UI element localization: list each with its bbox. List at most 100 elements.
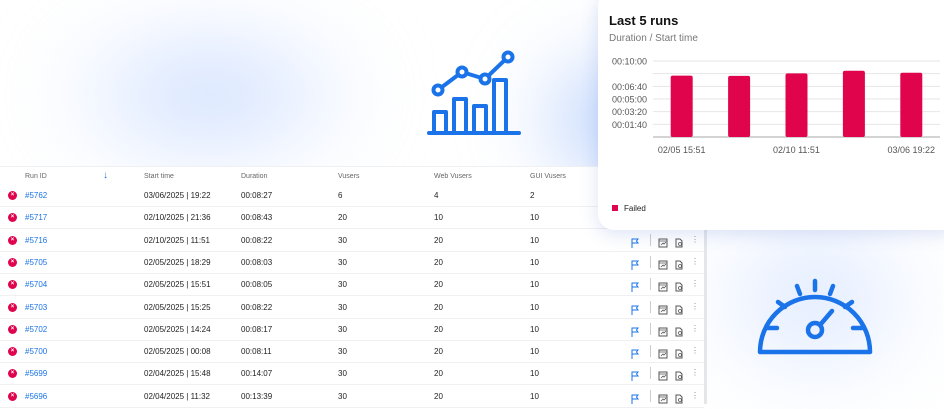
- duration: 00:14:07: [241, 369, 273, 379]
- bar: [670, 75, 693, 137]
- failed-status-icon: ×: [8, 369, 17, 379]
- flag-icon[interactable]: [630, 235, 640, 253]
- gui-vusers: 10: [530, 391, 539, 401]
- vusers: 6: [338, 191, 343, 200]
- flag-icon[interactable]: [630, 391, 640, 409]
- run-id-link[interactable]: #5700: [25, 347, 48, 357]
- gui-vusers: 10: [530, 257, 539, 267]
- vusers: 30: [338, 235, 347, 245]
- more-options-icon[interactable]: ⋮: [691, 234, 699, 244]
- duration: 00:13:39: [241, 391, 273, 401]
- run-id-link[interactable]: #5699: [25, 369, 48, 379]
- document-icon[interactable]: [674, 324, 684, 342]
- start-time: 02/04/2025 | 11:32: [144, 391, 210, 401]
- run-id-link[interactable]: #5703: [25, 302, 48, 312]
- flag-icon[interactable]: [630, 302, 640, 320]
- flag-icon[interactable]: [630, 368, 640, 386]
- failed-status-icon: ×: [8, 302, 17, 312]
- document-icon[interactable]: [674, 391, 684, 409]
- legend-label: Failed: [624, 204, 646, 213]
- run-id-link[interactable]: #5716: [25, 235, 48, 245]
- gui-vusers: 10: [530, 369, 539, 379]
- more-options-icon[interactable]: ⋮: [691, 368, 699, 378]
- flag-icon[interactable]: [630, 257, 640, 275]
- divider: [650, 367, 651, 380]
- web-vusers: 20: [434, 302, 443, 312]
- more-options-icon[interactable]: ⋮: [691, 279, 699, 289]
- start-time: 02/04/2025 | 15:48: [144, 369, 211, 379]
- divider: [650, 300, 651, 313]
- failed-status-icon: ×: [8, 347, 17, 357]
- report-icon[interactable]: [658, 279, 668, 297]
- legend-failed[interactable]: Failed: [612, 204, 646, 213]
- failed-status-icon: ×: [8, 324, 17, 334]
- vusers: 30: [338, 324, 347, 334]
- gui-vusers: 10: [530, 235, 539, 245]
- report-icon[interactable]: [658, 235, 668, 253]
- x-tick-label: 02/10 11:51: [773, 145, 820, 155]
- header-web-vusers[interactable]: Web Vusers: [434, 173, 472, 180]
- flag-icon[interactable]: [630, 346, 640, 364]
- divider: [650, 278, 651, 291]
- document-icon[interactable]: [674, 235, 684, 253]
- table-row[interactable]: × #5704 02/05/2025 | 15:51 00:08:05 30 2…: [0, 274, 704, 297]
- header-duration[interactable]: Duration: [241, 173, 268, 180]
- background-glow: [40, 10, 380, 180]
- run-id-link[interactable]: #5702: [25, 324, 48, 334]
- flag-icon[interactable]: [630, 324, 640, 342]
- header-gui-vusers[interactable]: GUI Vusers: [530, 173, 566, 180]
- duration: 00:08:03: [241, 257, 273, 267]
- scrollbar[interactable]: [704, 166, 707, 404]
- more-options-icon[interactable]: ⋮: [691, 390, 699, 400]
- document-icon[interactable]: [674, 302, 684, 320]
- table-row[interactable]: × #5696 02/04/2025 | 11:32 00:13:39 30 2…: [0, 386, 704, 408]
- sort-arrow-down-icon[interactable]: ↓: [103, 170, 108, 181]
- run-id-link[interactable]: #5717: [25, 213, 48, 223]
- table-row[interactable]: × #5716 02/10/2025 | 11:51 00:08:22 30 2…: [0, 230, 704, 252]
- report-icon[interactable]: [658, 324, 668, 342]
- run-id-link[interactable]: #5705: [25, 257, 48, 267]
- more-options-icon[interactable]: ⋮: [691, 256, 699, 266]
- report-icon[interactable]: [658, 302, 668, 320]
- vusers: 30: [338, 369, 347, 379]
- y-tick-label: 00:03:20: [612, 107, 647, 117]
- bar: [728, 75, 751, 137]
- web-vusers: 20: [434, 391, 443, 401]
- start-time: 02/10/2025 | 11:51: [144, 235, 210, 245]
- run-id-link[interactable]: #5704: [25, 280, 48, 290]
- document-icon[interactable]: [674, 279, 684, 297]
- report-icon[interactable]: [658, 368, 668, 386]
- runs-table: Run ID ↓ Start time Duration Vusers Web …: [0, 166, 706, 408]
- report-icon[interactable]: [658, 391, 668, 409]
- header-run-id[interactable]: Run ID: [25, 173, 47, 180]
- table-row[interactable]: × #5700 02/05/2025 | 00:08 00:08:11 30 2…: [0, 341, 704, 364]
- document-icon[interactable]: [674, 368, 684, 386]
- bar: [785, 73, 808, 137]
- table-row[interactable]: × #5702 02/05/2025 | 14:24 00:08:17 30 2…: [0, 319, 704, 341]
- table-row[interactable]: × #5699 02/04/2025 | 15:48 00:14:07 30 2…: [0, 363, 704, 386]
- header-start-time[interactable]: Start time: [144, 173, 174, 180]
- table-row[interactable]: × #5705 02/05/2025 | 18:29 00:08:03 30 2…: [0, 252, 704, 274]
- y-tick-label: 00:05:00: [612, 95, 647, 105]
- run-id-link[interactable]: #5762: [25, 191, 48, 200]
- divider: [650, 233, 651, 246]
- report-icon[interactable]: [658, 346, 668, 364]
- more-options-icon[interactable]: ⋮: [691, 323, 699, 333]
- web-vusers: 20: [434, 324, 443, 334]
- background-glow: [690, 200, 940, 400]
- more-options-icon[interactable]: ⋮: [691, 301, 699, 311]
- start-time: 03/06/2025 | 19:22: [144, 191, 211, 200]
- document-icon[interactable]: [674, 346, 684, 364]
- more-options-icon[interactable]: ⋮: [691, 346, 699, 356]
- run-id-link[interactable]: #5696: [25, 391, 48, 401]
- speedometer-icon: [757, 278, 873, 355]
- flag-icon[interactable]: [630, 279, 640, 297]
- chart-subtitle: Duration / Start time: [609, 33, 698, 44]
- table-row[interactable]: × #5703 02/05/2025 | 15:25 00:08:22 30 2…: [0, 297, 704, 319]
- start-time: 02/05/2025 | 14:24: [144, 324, 211, 334]
- header-vusers[interactable]: Vusers: [338, 173, 360, 180]
- report-icon[interactable]: [658, 257, 668, 275]
- web-vusers: 20: [434, 369, 443, 379]
- document-icon[interactable]: [674, 257, 684, 275]
- gui-vusers: 10: [530, 280, 539, 290]
